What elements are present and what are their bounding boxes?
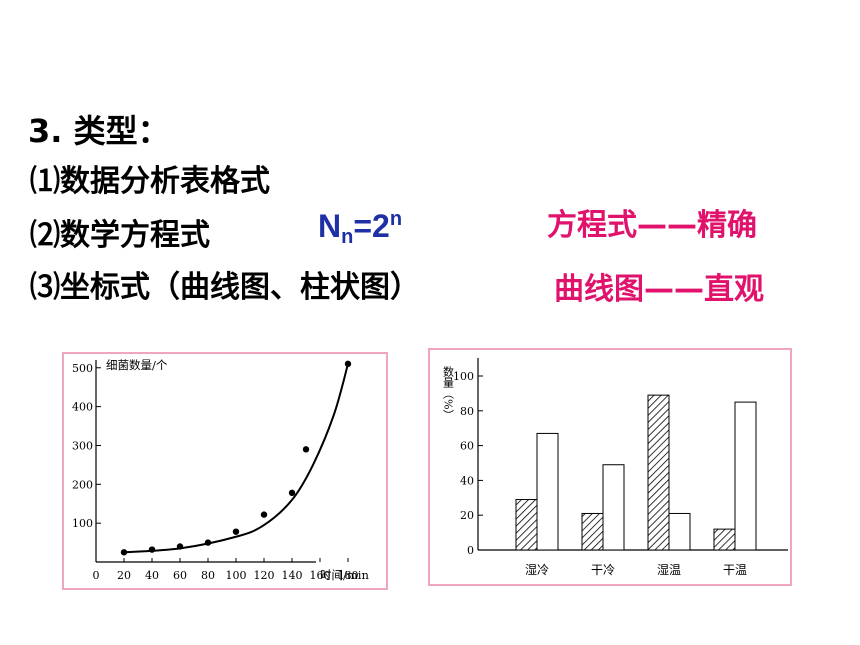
y-axis-label: 数量（%） bbox=[442, 366, 455, 421]
data-point bbox=[232, 528, 240, 535]
y-tick-label: 200 bbox=[72, 478, 93, 491]
x-tick-label: 40 bbox=[145, 569, 159, 582]
y-tick-label: 400 bbox=[72, 401, 93, 414]
category-label: 湿温 bbox=[657, 562, 681, 577]
note-curve: 曲线图——直观 bbox=[554, 272, 764, 307]
category-label: 湿冷 bbox=[525, 562, 549, 577]
section-heading: 3. 类型： bbox=[28, 112, 170, 150]
data-point bbox=[260, 511, 268, 518]
category-label: 干冷 bbox=[591, 563, 615, 577]
bar bbox=[581, 512, 604, 551]
x-tick-label: 60 bbox=[173, 569, 187, 582]
growth-curve bbox=[123, 363, 349, 554]
x-tick-label: 20 bbox=[117, 569, 131, 582]
note-equation: 方程式——精确 bbox=[547, 208, 757, 243]
data-point bbox=[344, 360, 352, 368]
y-tick-label: 300 bbox=[72, 439, 93, 452]
x-tick-label: 180 bbox=[338, 569, 359, 582]
y-tick-label: 0 bbox=[467, 544, 474, 557]
y-tick-label: 100 bbox=[72, 517, 93, 530]
data-point bbox=[288, 489, 296, 497]
x-tick-label: 140 bbox=[282, 569, 303, 582]
bacteria-growth-chart-panel: 0 20 40 60 80 100 120 140 160 180 100 200 300 400 500 细… bbox=[62, 352, 388, 590]
category-label: 干温 bbox=[723, 563, 747, 577]
data-point bbox=[120, 549, 128, 556]
bar bbox=[602, 464, 625, 551]
bar bbox=[734, 401, 757, 551]
data-point bbox=[148, 546, 156, 553]
bar bbox=[515, 499, 538, 551]
data-point bbox=[302, 446, 310, 453]
x-tick-label: 80 bbox=[201, 569, 215, 582]
bacteria-growth-chart: 0 20 40 60 80 100 120 140 160 180 100 200 300 400 500 细… bbox=[72, 358, 369, 582]
climate-bar-chart-panel: 0 20 40 60 80 100 数量（%） 湿冷 干冷 湿温 干温 bbox=[428, 348, 792, 586]
formula-subscript: n bbox=[341, 226, 354, 248]
y-tick-label: 80 bbox=[460, 405, 474, 418]
y-tick-label: 500 bbox=[72, 362, 93, 375]
type-item-equation: ⑵数学方程式 bbox=[30, 218, 210, 253]
y-tick-label: 100 bbox=[453, 370, 474, 383]
y-axis-label: 细菌数量/个 bbox=[106, 358, 168, 372]
x-tick-label: 0 bbox=[93, 569, 100, 582]
bar bbox=[536, 432, 559, 551]
data-point bbox=[176, 543, 184, 550]
y-tick-label: 20 bbox=[460, 509, 474, 522]
type-item-coordinate: ⑶坐标式（曲线图、柱状图） bbox=[30, 270, 420, 305]
bar bbox=[647, 394, 670, 551]
growth-formula: Nn=2n bbox=[318, 208, 402, 249]
data-point bbox=[204, 539, 212, 546]
bar bbox=[713, 528, 736, 551]
bar bbox=[668, 512, 691, 551]
x-tick-label: 160 bbox=[310, 569, 331, 582]
x-tick-label: 120 bbox=[254, 569, 275, 582]
y-tick-label: 60 bbox=[460, 440, 474, 453]
y-tick-label: 40 bbox=[460, 474, 474, 487]
x-tick-label: 100 bbox=[226, 569, 247, 582]
formula-superscript: n bbox=[389, 208, 403, 230]
formula-equals: =2 bbox=[353, 208, 390, 244]
type-item-table: ⑴数据分析表格式 bbox=[30, 164, 270, 199]
formula-base: N bbox=[318, 208, 342, 244]
x-axis-label: 时间/min bbox=[320, 568, 369, 582]
